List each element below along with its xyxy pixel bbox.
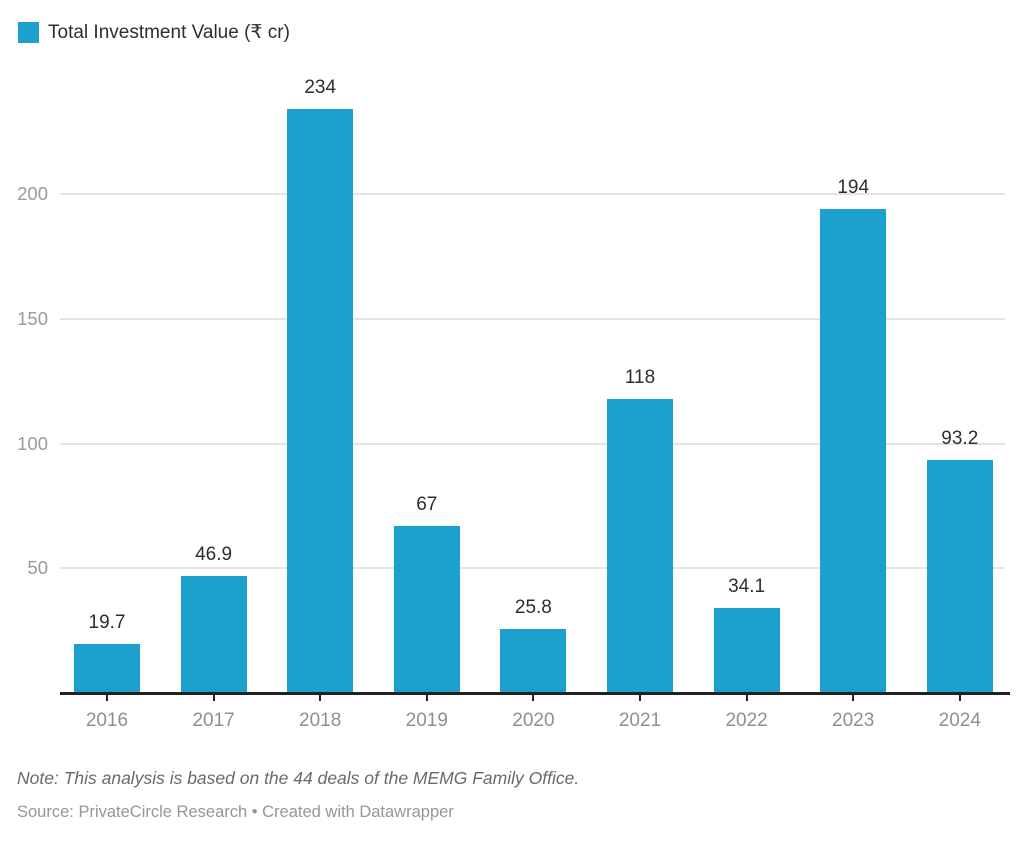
bar-value-label: 93.2 <box>941 428 979 450</box>
bar-value-label: 67 <box>416 493 438 515</box>
x-axis-tick-label: 2019 <box>405 710 448 731</box>
legend-label: Total Investment Value (₹ cr) <box>48 21 290 43</box>
x-axis-tick-label: 2024 <box>938 710 981 731</box>
bar-2024 <box>926 460 993 693</box>
x-axis-tick-label: 2018 <box>299 710 342 731</box>
note-text: Note: This analysis is based on the 44 d… <box>17 768 580 788</box>
bar-value-label: 46.9 <box>195 543 233 565</box>
bar-2016 <box>74 643 140 693</box>
y-gridline <box>60 567 1005 570</box>
y-axis-tick-label: 100 <box>17 432 48 454</box>
bar-value-label: 118 <box>624 366 656 388</box>
bar-2017 <box>180 575 247 693</box>
x-axis-tick <box>639 694 641 701</box>
bar-value-label: 19.7 <box>88 611 126 633</box>
x-axis-tick <box>852 694 855 701</box>
legend: Total Investment Value (₹ cr) <box>18 20 290 44</box>
bar-value-label: 234 <box>304 77 337 99</box>
bar-2023 <box>820 208 887 693</box>
x-axis-tick-label: 2020 <box>512 710 555 731</box>
x-axis-tick <box>319 694 322 701</box>
bar-2018 <box>287 109 354 693</box>
x-axis-tick-label: 2017 <box>192 710 235 731</box>
x-axis-tick <box>745 694 748 701</box>
bar-value-label: 194 <box>837 176 870 198</box>
bar-value-label: 25.8 <box>514 596 552 618</box>
y-axis-tick-label: 150 <box>17 307 48 329</box>
x-axis-tick-label: 2022 <box>725 710 768 731</box>
x-axis-tick-label: 2016 <box>85 710 129 731</box>
bar-value-label: 34.1 <box>728 575 766 597</box>
x-axis-tick <box>106 694 108 701</box>
y-gridline <box>60 442 1005 445</box>
source-text: Source: PrivateCircle Research • Created… <box>17 803 454 821</box>
y-axis-tick-label: 50 <box>27 557 48 579</box>
y-axis-tick-label: 200 <box>17 183 48 204</box>
x-axis-line <box>60 692 1010 695</box>
x-axis-tick <box>212 694 215 701</box>
y-gridline <box>60 193 1005 195</box>
x-axis-tick <box>958 694 961 701</box>
bar-2020 <box>500 628 567 693</box>
x-axis-tick-label: 2021 <box>618 710 662 731</box>
x-axis-tick <box>532 694 535 701</box>
bar-2021 <box>607 398 673 693</box>
bar-2022 <box>713 607 780 693</box>
bar-2019 <box>393 525 460 693</box>
x-axis-tick <box>425 694 428 701</box>
legend-color-swatch <box>18 21 39 43</box>
x-axis-tick-label: 2023 <box>832 710 875 731</box>
y-gridline <box>60 317 1005 320</box>
